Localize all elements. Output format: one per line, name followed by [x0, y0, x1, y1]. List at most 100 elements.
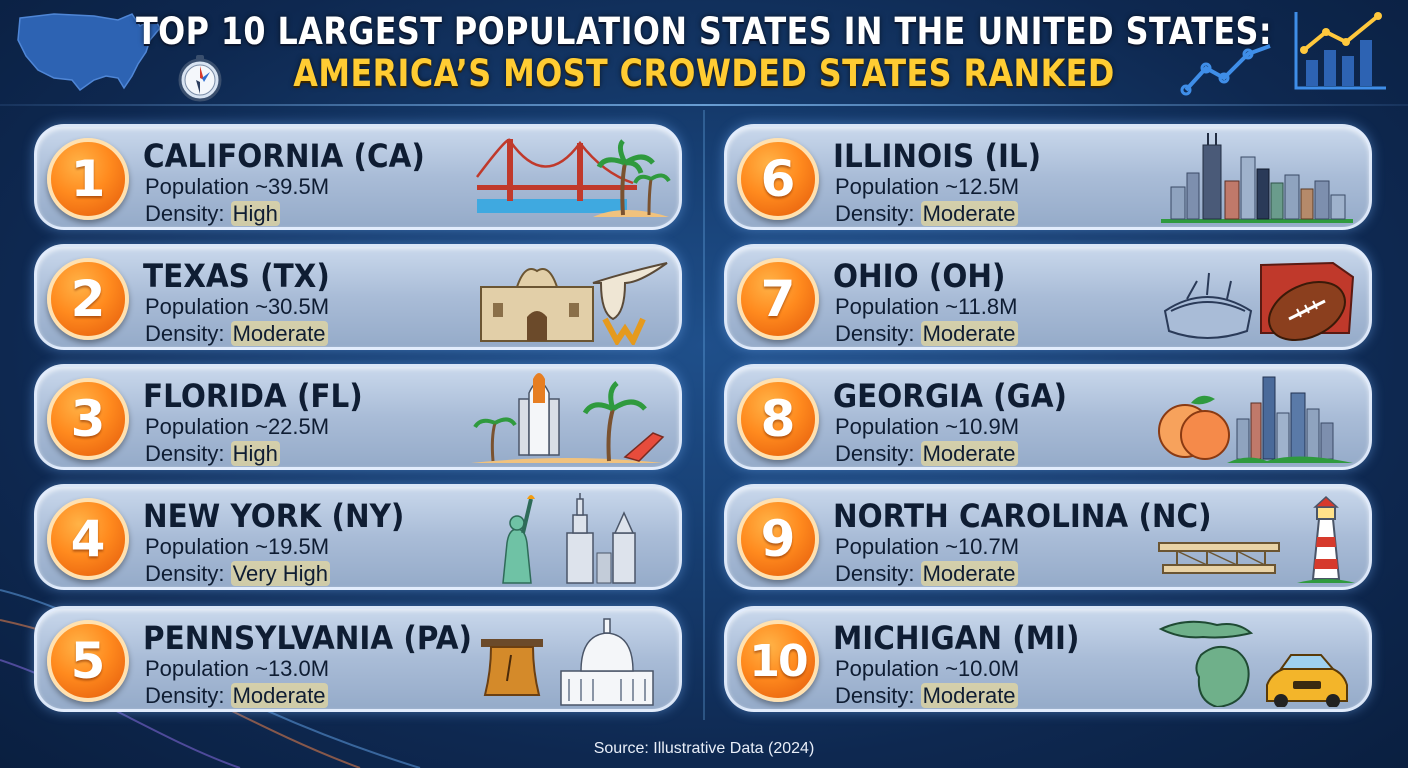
peach-atlanta-skyline-icon	[1158, 376, 1353, 463]
population-value: ~30.5M	[255, 294, 330, 319]
state-card-10: 10 MICHIGAN (MI) Population ~10.0M Densi…	[724, 606, 1372, 712]
rank-badge: 10	[737, 620, 819, 702]
state-card-8: 8 GEORGIA (GA) Population ~10.9M Density…	[724, 364, 1372, 470]
header: TOP 10 LARGEST POPULATION STATES IN THE …	[0, 0, 1408, 104]
state-name: OHIO (OH)	[833, 257, 1006, 295]
state-card-2: 2 TEXAS (TX) Population ~30.5M Density: …	[34, 244, 682, 350]
state-name: TEXAS (TX)	[143, 257, 330, 295]
biplane-lighthouse-icon	[1158, 495, 1355, 583]
density-line: Density: Moderate	[835, 561, 1018, 587]
population-label: Population	[835, 414, 946, 439]
population-label: Population	[835, 656, 946, 681]
density-label: Density:	[835, 441, 921, 466]
density-label: Density:	[145, 561, 231, 586]
state-name: GEORGIA (GA)	[833, 377, 1067, 415]
population-label: Population	[145, 656, 256, 681]
density-label: Density:	[145, 441, 231, 466]
population-line: Population ~30.5M	[145, 294, 329, 320]
rank-badge: 9	[737, 498, 819, 580]
density-line: Density: Moderate	[835, 683, 1018, 709]
density-value: Moderate	[230, 321, 328, 346]
population-line: Population ~10.9M	[835, 414, 1019, 440]
density-value: Moderate	[920, 561, 1018, 586]
density-label: Density:	[835, 683, 921, 708]
golden-gate-bridge-palm-trees-icon	[476, 138, 671, 217]
density-line: Density: Moderate	[145, 683, 328, 709]
alamo-longhorn-skull-icon	[480, 262, 668, 345]
density-value: Moderate	[230, 683, 328, 708]
state-name: PENNSYLVANIA (PA)	[143, 619, 472, 657]
state-name: NORTH CAROLINA (NC)	[833, 497, 1212, 535]
population-value: ~10.9M	[945, 414, 1020, 439]
bar-chart-icon	[1294, 12, 1386, 90]
population-line: Population ~10.7M	[835, 534, 1019, 560]
density-line: Density: High	[145, 201, 280, 227]
density-line: Density: Moderate	[835, 441, 1018, 467]
stadium-football-icon	[1163, 261, 1355, 342]
density-line: Density: Very High	[145, 561, 330, 587]
rank-badge: 1	[47, 138, 129, 220]
density-value: Moderate	[920, 321, 1018, 346]
population-line: Population ~11.8M	[835, 294, 1017, 320]
rank-badge: 6	[737, 138, 819, 220]
population-label: Population	[145, 174, 256, 199]
state-name: NEW YORK (NY)	[143, 497, 405, 535]
density-line: Density: High	[145, 441, 280, 467]
state-name: CALIFORNIA (CA)	[143, 137, 425, 175]
population-label: Population	[835, 534, 946, 559]
state-card-1: 1 CALIFORNIA (CA) Population ~39.5M Dens…	[34, 124, 682, 230]
density-value: Moderate	[920, 441, 1018, 466]
population-value: ~22.5M	[255, 414, 330, 439]
rank-badge: 8	[737, 378, 819, 460]
population-label: Population	[145, 294, 256, 319]
rank-badge: 5	[47, 620, 129, 702]
population-line: Population ~10.0M	[835, 656, 1019, 682]
population-label: Population	[145, 534, 256, 559]
population-label: Population	[835, 294, 946, 319]
compass-icon	[178, 55, 222, 102]
rank-badge: 7	[737, 258, 819, 340]
density-label: Density:	[145, 321, 231, 346]
population-line: Population ~39.5M	[145, 174, 329, 200]
state-name: MICHIGAN (MI)	[833, 619, 1080, 657]
density-line: Density: Moderate	[145, 321, 328, 347]
density-line: Density: Moderate	[835, 321, 1018, 347]
space-shuttle-palm-beach-icon	[471, 373, 665, 463]
population-label: Population	[835, 174, 946, 199]
population-value: ~13.0M	[255, 656, 330, 681]
title-line-2: AMERICA’S MOST CROWDED STATES RANKED	[293, 52, 1115, 95]
density-label: Density:	[835, 321, 921, 346]
density-label: Density:	[835, 561, 921, 586]
population-line: Population ~19.5M	[145, 534, 329, 560]
population-value: ~19.5M	[255, 534, 330, 559]
trend-line-icon	[1180, 44, 1271, 96]
rank-badge: 2	[47, 258, 129, 340]
rank-badge: 4	[47, 498, 129, 580]
density-label: Density:	[145, 683, 231, 708]
density-value: Moderate	[920, 683, 1018, 708]
population-line: Population ~13.0M	[145, 656, 329, 682]
population-line: Population ~12.5M	[835, 174, 1019, 200]
population-value: ~39.5M	[255, 174, 330, 199]
density-label: Density:	[835, 201, 921, 226]
us-map-icon	[17, 13, 161, 92]
population-value: ~10.7M	[945, 534, 1020, 559]
state-card-5: 5 PENNSYLVANIA (PA) Population ~13.0M De…	[34, 606, 682, 712]
density-value: High	[230, 201, 280, 226]
state-card-7: 7 OHIO (OH) Population ~11.8M Density: M…	[724, 244, 1372, 350]
population-line: Population ~22.5M	[145, 414, 329, 440]
rank-badge: 3	[47, 378, 129, 460]
population-value: ~12.5M	[945, 174, 1020, 199]
title-line-1: TOP 10 LARGEST POPULATION STATES IN THE …	[135, 10, 1273, 53]
state-card-6: 6 ILLINOIS (IL) Population ~12.5M Densit…	[724, 124, 1372, 230]
density-value: High	[230, 441, 280, 466]
density-line: Density: Moderate	[835, 201, 1018, 227]
source-note: Source: Illustrative Data (2024)	[593, 740, 815, 757]
population-value: ~10.0M	[945, 656, 1020, 681]
liberty-bell-capitol-icon	[481, 618, 654, 706]
state-card-9: 9 NORTH CAROLINA (NC) Population ~10.7M …	[724, 484, 1372, 590]
statue-of-liberty-skyscrapers-icon	[502, 493, 636, 584]
population-label: Population	[145, 414, 256, 439]
chicago-skyline-icon	[1161, 133, 1353, 223]
michigan-map-car-icon	[1158, 620, 1348, 707]
